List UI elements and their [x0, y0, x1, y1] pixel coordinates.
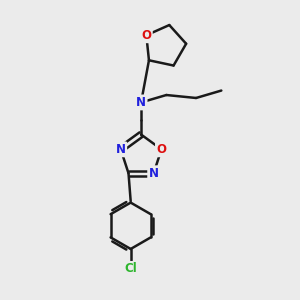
Text: N: N	[149, 167, 159, 180]
Text: O: O	[156, 143, 167, 156]
Text: O: O	[141, 29, 151, 42]
Text: N: N	[136, 96, 146, 109]
Text: Cl: Cl	[124, 262, 137, 275]
Text: N: N	[116, 143, 126, 156]
